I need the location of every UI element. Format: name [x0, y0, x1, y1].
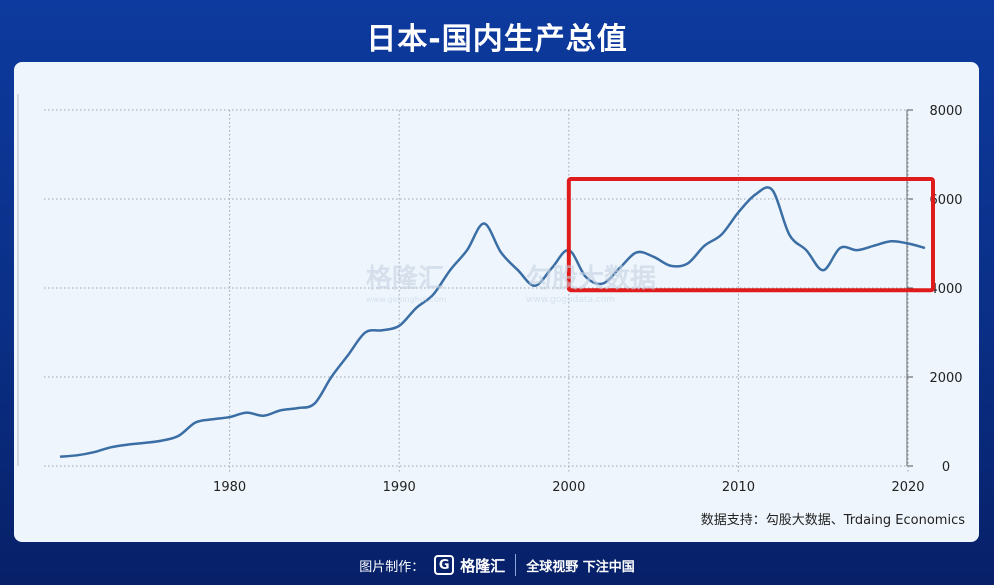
footer-slogan: 全球视野 下注中国 — [526, 559, 635, 575]
footer-brand: 格隆汇 — [460, 556, 506, 575]
watermark-gogudata-url: www.gogudata.com — [526, 295, 616, 305]
data-source-note: 数据支持：勾股大数据、Trdaing Economics — [700, 513, 965, 528]
y-tick-label: 4000 — [929, 282, 962, 297]
watermark-gogudata-text: 勾股大数据 — [526, 264, 657, 294]
chart-title: 日本-国内生产总值 — [366, 22, 628, 57]
chart-panel: 0 2000 4000 6000 8000 1980 1990 2000 2010 2020 格隆… — [14, 62, 979, 542]
watermark-gelonghui-url: www.gelonghui.com — [366, 295, 447, 304]
gelonghui-logo-icon: G — [434, 555, 455, 575]
x-tick-label: 2020 — [891, 480, 924, 495]
y-tick-label: 2000 — [929, 371, 962, 386]
watermark-gogudata: 勾股大数据 www.gogudata.com — [526, 258, 656, 305]
footer-bar: 图片制作： G 格隆汇 全球视野 下注中国 — [0, 551, 994, 579]
x-tick-label: 2010 — [722, 480, 755, 495]
x-tick-label: 1990 — [383, 480, 416, 495]
footer-divider — [515, 554, 517, 576]
watermark-gelonghui: 格隆汇 www.gelonghui.com — [366, 258, 447, 304]
x-tick-label: 1980 — [213, 480, 246, 495]
y-tick-label: 6000 — [929, 193, 962, 208]
y-tick-label: 8000 — [929, 104, 962, 119]
gdp-line-chart: 0 2000 4000 6000 8000 1980 1990 2000 2010 2020 — [17, 94, 963, 495]
made-by-label: 图片制作： — [359, 559, 425, 575]
watermark-gelonghui-text: 格隆汇 — [366, 264, 445, 294]
gdp-series-line — [59, 186, 926, 458]
y-tick-label: 0 — [942, 460, 950, 475]
highlight-box — [566, 176, 936, 293]
x-tick-label: 2000 — [552, 480, 585, 495]
